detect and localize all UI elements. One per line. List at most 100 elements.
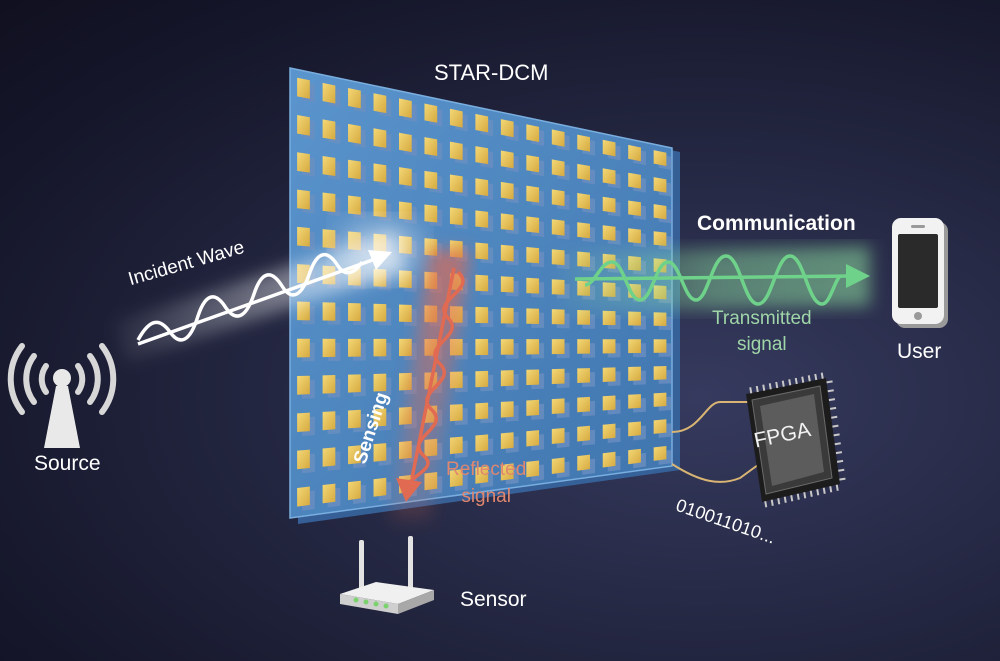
unit-cell bbox=[373, 163, 387, 183]
unit-cell bbox=[602, 196, 616, 213]
unit-cell bbox=[628, 311, 641, 326]
unit-cell bbox=[526, 216, 540, 233]
unit-cell bbox=[297, 226, 310, 247]
metasurface-panel bbox=[289, 67, 680, 524]
unit-cell bbox=[297, 375, 310, 395]
unit-cell bbox=[551, 457, 565, 474]
unit-cell bbox=[653, 419, 667, 434]
unit-cell bbox=[500, 370, 514, 387]
unit-cell bbox=[475, 434, 489, 452]
unit-cell bbox=[500, 181, 514, 200]
unit-cell bbox=[348, 195, 361, 215]
unit-cell bbox=[449, 174, 463, 193]
unit-cell bbox=[551, 219, 565, 236]
unit-cell bbox=[348, 338, 361, 357]
chip-pin bbox=[770, 499, 774, 506]
unit-cell bbox=[297, 338, 310, 358]
unit-cell bbox=[551, 368, 565, 385]
unit-cell bbox=[602, 339, 616, 354]
unit-cell bbox=[653, 177, 667, 193]
unit-cell bbox=[348, 88, 361, 109]
unit-cell bbox=[297, 486, 310, 507]
chip-pin bbox=[820, 372, 824, 379]
chip-pin bbox=[835, 484, 839, 491]
unit-cell bbox=[322, 229, 336, 249]
reflected-arrow-shaft bbox=[410, 267, 456, 479]
unit-cell bbox=[449, 371, 463, 389]
unit-cell bbox=[373, 198, 387, 218]
unit-cell bbox=[500, 339, 514, 355]
unit-cell bbox=[475, 274, 489, 292]
reflected-signal-label: Reflected signal bbox=[446, 456, 526, 510]
unit-cell bbox=[500, 119, 514, 138]
unit-cell bbox=[424, 103, 438, 123]
unit-cell bbox=[602, 423, 616, 439]
communication-label: Communication bbox=[697, 212, 856, 235]
unit-cell bbox=[500, 401, 514, 418]
unit-cell bbox=[348, 480, 361, 501]
unit-cell bbox=[577, 396, 590, 413]
unit-cell bbox=[449, 108, 463, 128]
unit-cell bbox=[526, 369, 540, 386]
unit-cell bbox=[373, 128, 387, 148]
unit-cell bbox=[500, 150, 514, 169]
unit-cell bbox=[348, 374, 361, 393]
unit-cell bbox=[653, 365, 667, 380]
unit-cell bbox=[526, 460, 540, 478]
unit-cell bbox=[602, 395, 616, 411]
chip-pin bbox=[755, 385, 759, 393]
chip-pin bbox=[834, 442, 841, 446]
unit-cell bbox=[348, 123, 361, 144]
chip-pin bbox=[814, 373, 818, 381]
unit-cell bbox=[602, 367, 616, 382]
unit-cell bbox=[526, 430, 540, 447]
unit-cell bbox=[653, 204, 667, 220]
unit-cell bbox=[398, 372, 412, 391]
unit-cell bbox=[373, 477, 387, 497]
chip-pin bbox=[832, 424, 839, 428]
unit-cell bbox=[373, 443, 387, 462]
chip-pin bbox=[803, 492, 807, 499]
unit-cell bbox=[322, 192, 336, 213]
unit-cell bbox=[475, 242, 489, 260]
unit-cell bbox=[551, 398, 565, 415]
unit-cell bbox=[398, 338, 412, 357]
router-icon bbox=[340, 536, 434, 614]
chip-pin bbox=[790, 495, 794, 502]
unit-cell bbox=[577, 425, 590, 442]
unit-cell bbox=[602, 225, 616, 241]
chip-pin bbox=[777, 498, 781, 505]
chip-pin bbox=[826, 380, 833, 384]
unit-cell bbox=[628, 200, 641, 217]
incident-beam bbox=[115, 218, 425, 362]
source-label: Source bbox=[34, 452, 101, 475]
smartphone-icon bbox=[892, 218, 948, 328]
reflected-beam bbox=[390, 250, 470, 520]
incident-arrow-shaft bbox=[137, 256, 379, 346]
unit-cell bbox=[475, 339, 489, 356]
unit-cell bbox=[577, 368, 590, 384]
unit-cell bbox=[526, 277, 540, 294]
unit-cell bbox=[602, 451, 616, 468]
unit-cell bbox=[653, 445, 667, 461]
unit-cell bbox=[449, 436, 463, 455]
reflected-label-line2: signal bbox=[461, 486, 511, 507]
chip-pin bbox=[783, 496, 787, 503]
chip-pin bbox=[838, 468, 845, 472]
unit-cell bbox=[449, 469, 463, 488]
unit-cell bbox=[348, 409, 361, 429]
unit-cell bbox=[398, 98, 412, 118]
chip-pin bbox=[749, 387, 753, 394]
chip-pin bbox=[781, 380, 785, 387]
chip-pin bbox=[822, 487, 826, 494]
unit-cell bbox=[628, 421, 641, 437]
unit-cell bbox=[628, 228, 641, 244]
unit-cell bbox=[475, 466, 489, 484]
unit-cell bbox=[424, 137, 438, 157]
unit-cell bbox=[322, 119, 336, 140]
unit-cell bbox=[322, 447, 336, 467]
unit-cell bbox=[373, 303, 387, 322]
unit-cell bbox=[475, 306, 489, 324]
unit-cell bbox=[602, 168, 616, 185]
unit-cell bbox=[653, 339, 667, 353]
